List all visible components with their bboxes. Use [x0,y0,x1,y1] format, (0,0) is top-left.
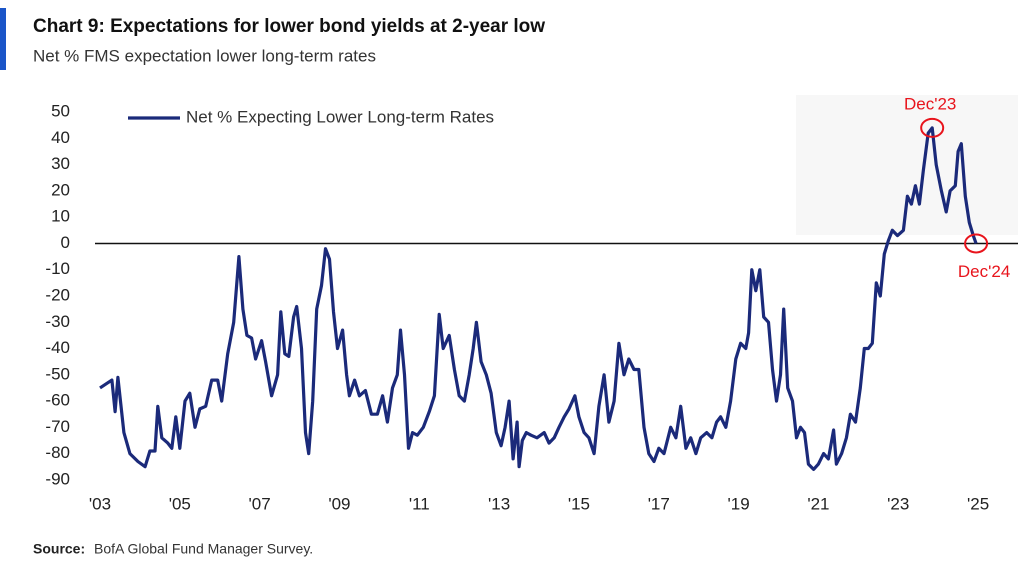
annotation-circle [964,233,989,254]
y-tick-label: -30 [45,312,70,331]
y-tick-label: -10 [45,259,70,278]
y-tick-label: -80 [45,443,70,462]
source-text: BofA Global Fund Manager Survey. [94,541,313,557]
y-tick-label: 20 [51,180,70,199]
title-accent [0,8,6,70]
x-tick-label: '03 [89,494,111,513]
x-tick-label: '13 [488,494,510,513]
x-tick-label: '19 [728,494,750,513]
annotation-circle [920,117,945,138]
x-tick-label: '25 [967,494,989,513]
x-tick-label: '23 [887,494,909,513]
chart-subtitle: Net % FMS expectation lower long-term ra… [33,46,376,65]
legend-label: Net % Expecting Lower Long-term Rates [186,107,494,126]
x-tick-label: '07 [249,494,271,513]
y-tick-label: 0 [61,233,70,252]
x-tick-label: '09 [328,494,350,513]
y-tick-label: -60 [45,391,70,410]
y-tick-label: -50 [45,364,70,383]
y-tick-label: -70 [45,417,70,436]
x-tick-label: '21 [807,494,829,513]
source-label: Source: [33,541,85,557]
y-tick-label: 30 [51,154,70,173]
y-tick-label: -40 [45,338,70,357]
x-tick-label: '15 [568,494,590,513]
highlight-panel [796,95,1018,235]
y-tick-label: -90 [45,469,70,488]
y-tick-label: 40 [51,128,70,147]
annotation-label: Dec'24 [958,262,1010,281]
chart-title: Chart 9: Expectations for lower bond yie… [33,16,545,37]
x-tick-label: '05 [169,494,191,513]
y-tick-label: -20 [45,285,70,304]
annotation-label: Dec'23 [904,94,956,113]
x-tick-label: '11 [409,494,430,513]
y-tick-label: 50 [51,102,70,121]
y-tick-label: 10 [51,207,70,226]
x-tick-label: '17 [648,494,670,513]
series-line [99,126,978,471]
